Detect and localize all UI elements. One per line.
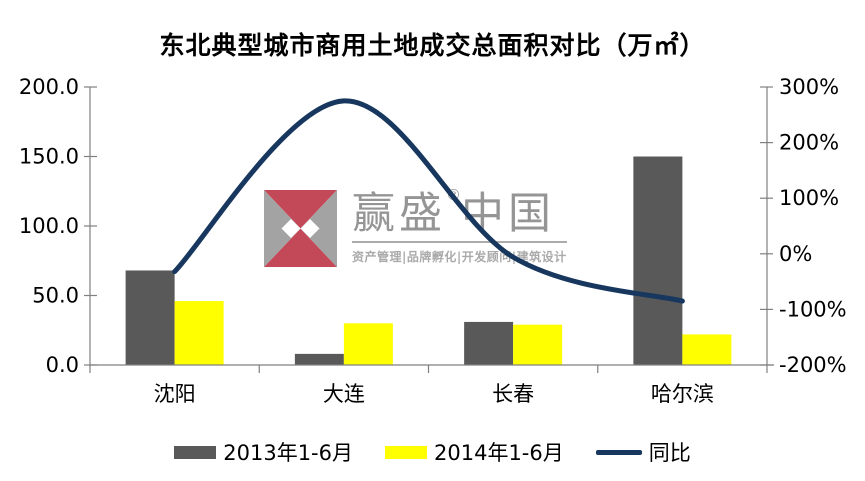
watermark: 赢盛®中国 资产管理|品牌孵化|开发顾问|建筑设计 [264,188,567,267]
legend-item-2013[interactable]: 2013年1-6月 [174,437,353,467]
bar-series-0-cat-2[interactable] [464,321,514,365]
left-axis-tick-label: 100.0 [19,214,79,238]
category-label-0: 沈阳 [154,382,196,406]
legend-swatch-2013 [174,445,217,459]
bar-series-1-cat-1[interactable] [343,323,393,365]
left-axis-tick-label: 150.0 [19,145,79,169]
watermark-logo-icon [264,190,337,267]
left-axis-tick-label: 50.0 [32,284,79,308]
bar-series-0-cat-1[interactable] [294,353,344,365]
left-axis-tick-label: 200.0 [19,75,79,99]
right-axis-tick-label: 200% [779,131,839,155]
legend: 2013年1-6月 2014年1-6月 同比 [0,437,865,467]
legend-swatch-2014 [385,445,427,459]
right-axis-tick-label: -200% [779,353,847,377]
category-label-2: 长春 [492,382,534,406]
watermark-brand-left: 赢盛 [352,189,446,239]
legend-label-2013: 2013年1-6月 [223,441,353,465]
category-label-3: 哈尔滨 [651,382,714,406]
right-axis-tick-label: 100% [779,186,839,210]
right-axis-tick-label: 300% [779,75,839,99]
watermark-brand-right: 中国 [461,189,555,239]
legend-item-yoy[interactable]: 同比 [595,437,691,467]
legend-label-yoy: 同比 [648,441,691,465]
bar-series-1-cat-3[interactable] [682,334,732,365]
legend-label-2014: 2014年1-6月 [434,441,564,465]
category-label-1: 大连 [323,382,365,406]
yoy-line-series[interactable] [172,98,685,304]
bar-series-1-cat-0[interactable] [174,301,224,365]
legend-swatch-yoy-line [595,449,642,455]
bar-series-0-cat-3[interactable] [633,156,683,366]
bar-series-0-cat-0[interactable] [125,270,175,365]
right-axis-tick-label: -100% [779,297,847,321]
chart-title: 东北典型城市商用土地成交总面积对比（万㎡） [159,31,706,60]
left-axis-tick-label: 0.0 [46,353,79,377]
right-axis-tick-label: 0% [779,242,812,266]
legend-item-2014[interactable]: 2014年1-6月 [385,437,564,467]
bar-series-1-cat-2[interactable] [513,324,563,365]
